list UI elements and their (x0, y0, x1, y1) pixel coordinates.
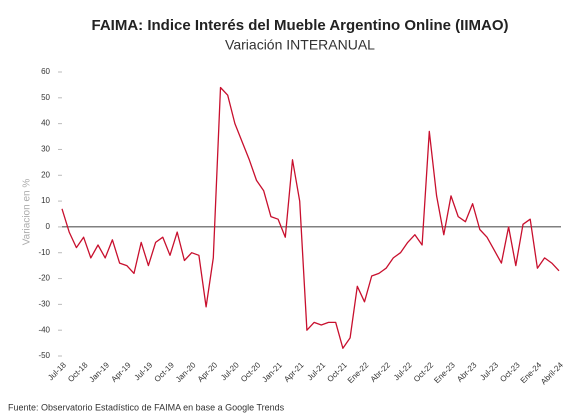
chart-subtitle: Variación INTERANUAL (225, 37, 375, 53)
x-tick-label: Jul-18 (46, 360, 68, 382)
y-tick-label: 50 (41, 93, 50, 102)
x-tick-label: Oct-22 (412, 360, 436, 384)
y-tick-label: 20 (41, 170, 50, 179)
x-tick-label: Oct-20 (239, 360, 263, 384)
y-tick-label: 10 (41, 196, 50, 205)
x-tick-label: Oct-23 (498, 360, 522, 384)
data-line (61, 86, 560, 349)
x-tick-label: Jul-23 (478, 360, 500, 382)
chart-title: FAIMA: Indice Interés del Mueble Argenti… (92, 17, 509, 34)
x-tick-label: Jul-21 (305, 360, 327, 382)
x-tick-label: Oct-18 (66, 360, 90, 384)
x-tick-label: Oct-21 (325, 360, 349, 384)
x-tick-label: Apr-20 (196, 360, 220, 384)
x-tick-label: Jul-19 (133, 360, 155, 382)
y-tick-label: -50 (38, 351, 50, 360)
x-tick-label: Abr-22 (369, 360, 393, 384)
y-tick-label: 0 (46, 222, 51, 231)
y-tick-label: 30 (41, 145, 50, 154)
y-tick-label: -20 (38, 274, 50, 283)
x-tick-label: Oct-19 (153, 360, 177, 384)
y-tick-label: 60 (41, 67, 50, 76)
x-tick-label: Jul-22 (392, 360, 414, 382)
x-tick-label: Ene-22 (346, 360, 371, 385)
x-tick-label: Ene-23 (432, 360, 457, 385)
x-tick-label: Apr-21 (282, 360, 306, 384)
x-tick-label: Abril-24 (539, 360, 565, 386)
x-tick-label: Jan-20 (174, 360, 198, 384)
x-tick-label: Abr-23 (455, 360, 479, 384)
y-tick-label: -10 (38, 248, 50, 257)
x-tick-label: Jan-19 (87, 360, 111, 384)
y-tick-label: -40 (38, 325, 50, 334)
x-tick-label: Jul-20 (219, 360, 241, 382)
x-tick-label: Jan-21 (260, 360, 284, 384)
source: Fuente: Observatorio Estadístico de FAIM… (8, 402, 285, 412)
x-tick-label: Apr-19 (109, 360, 133, 384)
y-tick-label: 40 (41, 119, 50, 128)
y-axis-label: Variacion en % (22, 179, 33, 246)
y-tick-label: -30 (38, 299, 50, 308)
